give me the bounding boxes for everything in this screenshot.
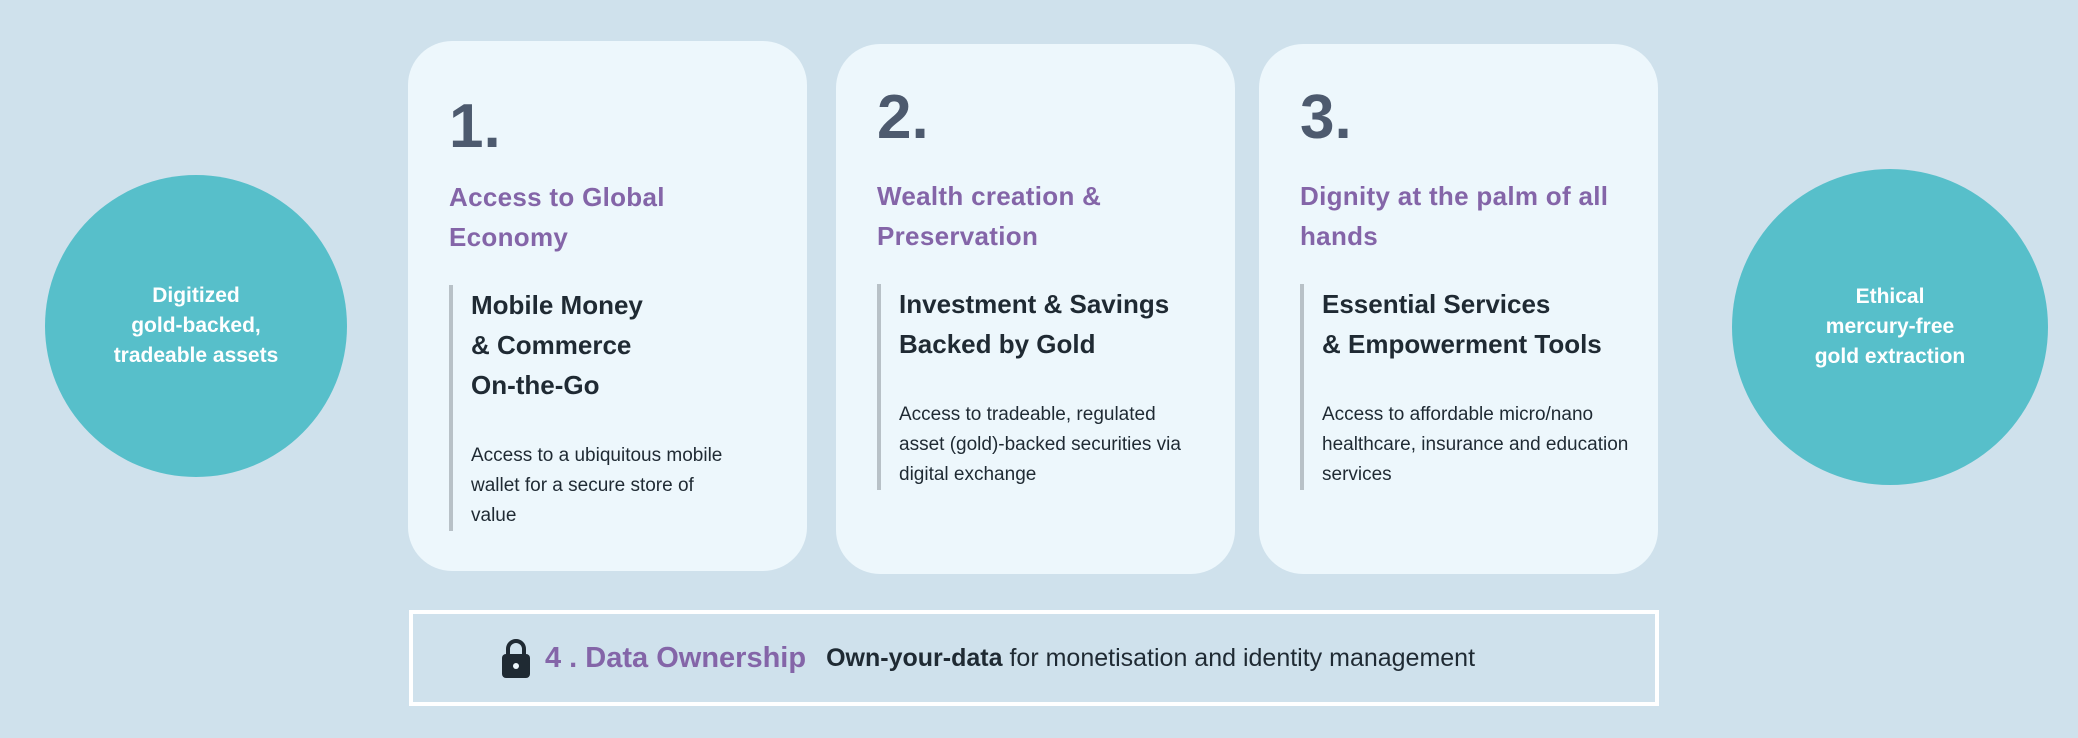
- card-detail: Mobile Money & Commerce On-the-Go Access…: [449, 285, 781, 531]
- data-ownership-banner: 4 . Data Ownership Own-your-data for mon…: [409, 610, 1659, 706]
- card-pillar: Dignity at the palm of all hands: [1300, 181, 1609, 251]
- right-circle-line: mercury-free: [1825, 315, 1955, 338]
- left-circle: Digitized gold-backed, tradeable assets: [45, 175, 347, 477]
- card-body: Access to affordable micro/nano healthca…: [1322, 404, 1629, 485]
- card-wealth-creation: 2. Wealth creation & Preservation Invest…: [836, 44, 1235, 574]
- card-title-line: On-the-Go: [471, 370, 600, 400]
- right-circle: Ethical mercury-free gold extraction: [1732, 169, 2048, 485]
- card-detail: Investment & Savings Backed by Gold Acce…: [877, 284, 1209, 490]
- card-detail: Essential Services & Empowerment Tools A…: [1300, 284, 1632, 490]
- card-body: Access to a ubiquitous mobile wallet for…: [471, 445, 723, 526]
- card-dignity: 3. Dignity at the palm of all hands Esse…: [1259, 44, 1658, 574]
- card-number: 2.: [877, 83, 929, 152]
- left-circle-line: Digitized: [152, 284, 240, 307]
- card-title-line: & Commerce: [471, 330, 632, 360]
- right-circle-line: Ethical: [1855, 285, 1925, 308]
- card-title-line: Investment & Savings: [899, 289, 1170, 319]
- card-number: 3.: [1300, 83, 1352, 152]
- card-title-line: & Empowerment Tools: [1322, 329, 1602, 359]
- lock-icon: [502, 639, 530, 678]
- data-ownership-title: 4 . Data Ownership: [545, 641, 807, 674]
- right-circle-line: gold extraction: [1814, 345, 1966, 368]
- card-title-line: Mobile Money: [471, 290, 643, 320]
- card-title-line: Backed by Gold: [899, 329, 1096, 359]
- data-ownership-text: for monetisation and identity management: [1009, 643, 1476, 672]
- card-pillar: Access to Global Economy: [449, 182, 665, 252]
- left-circle-line: gold-backed,: [131, 314, 261, 337]
- card-title: Mobile Money & Commerce On-the-Go: [471, 285, 781, 405]
- card-number: 1.: [449, 92, 501, 161]
- card-title: Essential Services & Empowerment Tools: [1322, 284, 1632, 364]
- card-body: Access to tradeable, regulated asset (go…: [899, 404, 1181, 485]
- card-access-global-economy: 1. Access to Global Economy Mobile Money…: [408, 41, 807, 571]
- card-title: Investment & Savings Backed by Gold: [899, 284, 1209, 364]
- card-title-line: Essential Services: [1322, 289, 1551, 319]
- left-circle-line: tradeable assets: [113, 344, 279, 367]
- card-pillar: Wealth creation & Preservation: [877, 181, 1102, 251]
- data-ownership-highlight: Own-your-data: [826, 643, 1003, 672]
